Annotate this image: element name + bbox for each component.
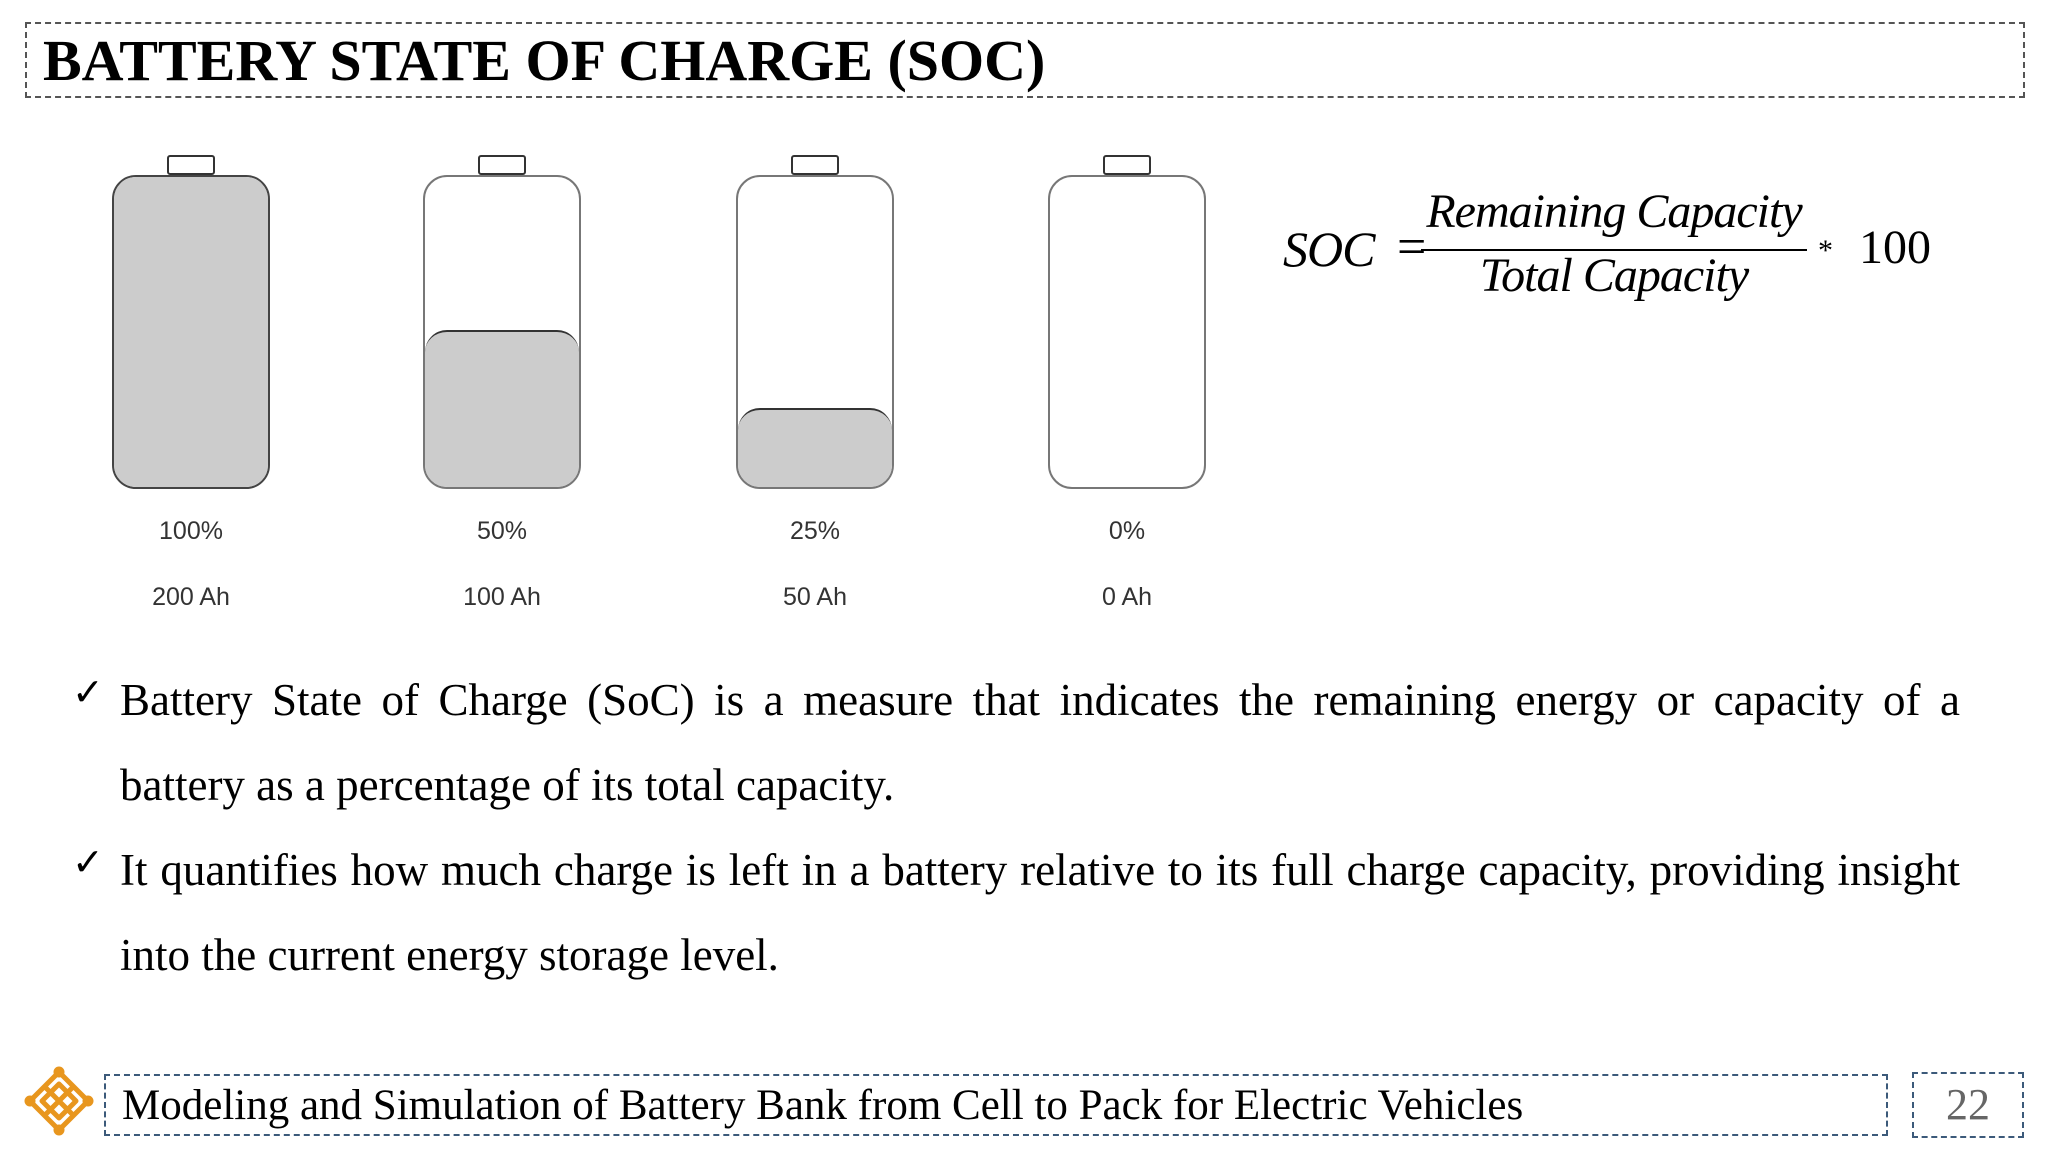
formula-lhs: SOC xyxy=(1283,221,1375,277)
battery-charge-level xyxy=(425,330,579,487)
bullet-item: ✓ Battery State of Charge (SoC) is a mea… xyxy=(70,658,1960,828)
battery-charge-level xyxy=(114,177,268,487)
bullet-list: ✓ Battery State of Charge (SoC) is a mea… xyxy=(70,658,1970,998)
battery-terminal-icon xyxy=(1103,155,1151,175)
title-box: BATTERY STATE OF CHARGE (SOC) xyxy=(25,22,2025,98)
battery-body xyxy=(736,175,894,489)
bullet-text: Battery State of Charge (SoC) is a measu… xyxy=(120,675,1960,810)
battery-capacity-label: 200 Ah xyxy=(152,583,230,611)
battery-percent-label: 100% xyxy=(159,517,223,545)
fraction-bar xyxy=(1421,249,1807,251)
battery-body xyxy=(112,175,270,489)
formula-equals: = xyxy=(1397,219,1427,276)
battery-capacity-label: 50 Ah xyxy=(783,583,847,611)
page-number-box: 22 xyxy=(1912,1072,2024,1138)
formula-factor: 100 xyxy=(1859,221,1931,274)
formula-operator: * xyxy=(1818,234,1833,267)
endless-knot-icon xyxy=(24,1066,94,1136)
battery-body xyxy=(423,175,581,489)
battery-percent-label: 50% xyxy=(476,517,528,545)
soc-formula: SOC = Remaining Capacity Total Capacity … xyxy=(1283,185,1963,310)
battery-terminal-icon xyxy=(478,155,526,175)
footer-title: Modeling and Simulation of Battery Bank … xyxy=(122,1082,1524,1129)
battery-terminal-icon xyxy=(791,155,839,175)
battery-capacity-label: 0 Ah xyxy=(1101,583,1153,611)
formula-denominator: Total Capacity xyxy=(1479,249,1749,302)
battery-percent-label: 25% xyxy=(789,517,841,545)
battery-capacity-label: 100 Ah xyxy=(463,583,541,611)
bullet-item: ✓ It quantifies how much charge is left … xyxy=(70,828,1960,998)
footer-box: Modeling and Simulation of Battery Bank … xyxy=(104,1074,1888,1136)
check-icon: ✓ xyxy=(72,670,104,714)
bullet-text: It quantifies how much charge is left in… xyxy=(120,845,1960,980)
battery-percent-label: 0% xyxy=(1108,517,1146,545)
battery-terminal-icon xyxy=(167,155,215,175)
page-title: BATTERY STATE OF CHARGE (SOC) xyxy=(43,28,1046,93)
battery-body xyxy=(1048,175,1206,489)
formula-numerator: Remaining Capacity xyxy=(1426,185,1802,238)
page-number: 22 xyxy=(1946,1080,1990,1129)
battery-charge-level xyxy=(738,407,892,487)
check-icon: ✓ xyxy=(72,840,104,884)
